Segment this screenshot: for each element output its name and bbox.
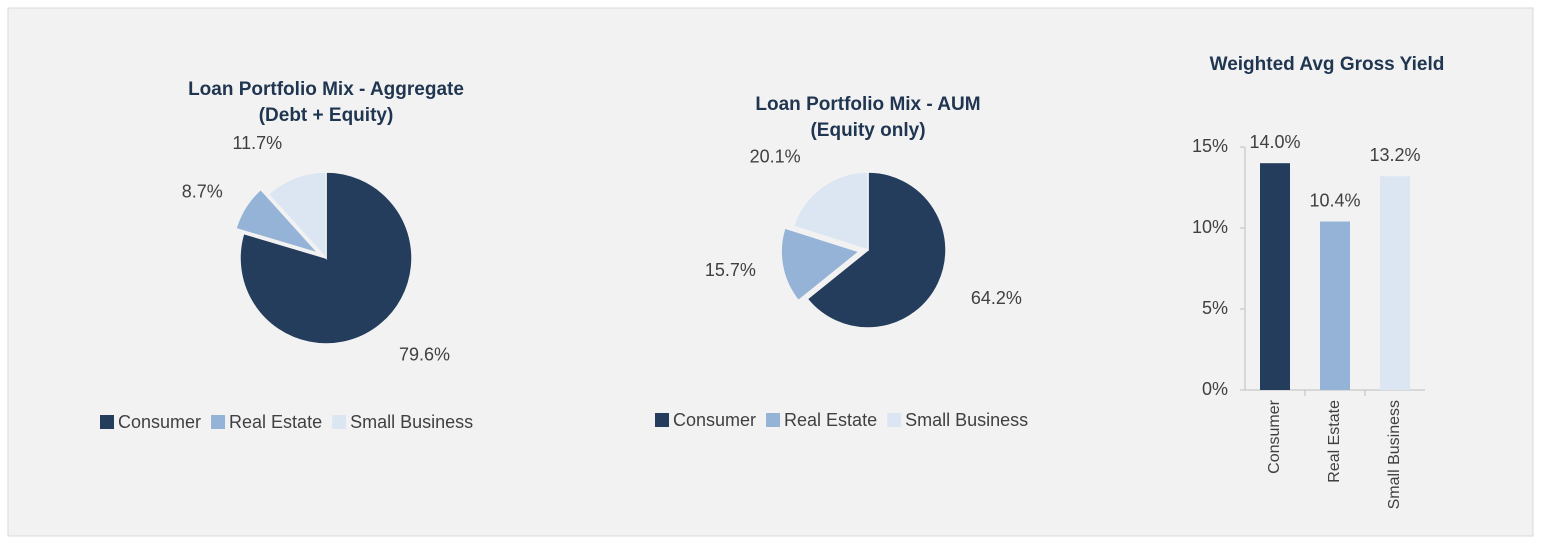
data-label: 15.7% — [705, 260, 756, 280]
legend-swatch — [766, 413, 781, 427]
pie-slice — [806, 171, 947, 329]
legend-swatch — [887, 413, 902, 427]
data-label: 14.0% — [1249, 132, 1300, 152]
legend-swatch — [332, 415, 347, 429]
pie-slice — [235, 188, 321, 255]
data-label: 13.2% — [1369, 145, 1420, 165]
y-tick-label: 5% — [1202, 298, 1228, 318]
data-label: 11.7% — [232, 133, 282, 153]
chart-title: Weighted Avg Gross Yield — [1210, 54, 1445, 75]
pie-slice — [792, 171, 869, 252]
pie-slice — [267, 171, 327, 260]
x-tick-label: Small Business — [1386, 400, 1403, 509]
legend-label: Real Estate — [784, 410, 877, 430]
y-tick-label: 10% — [1192, 217, 1228, 237]
bar — [1320, 221, 1350, 390]
legend-label: Consumer — [673, 410, 756, 430]
pie-slice — [780, 227, 861, 302]
data-label: 8.7% — [182, 182, 223, 202]
legend-label: Small Business — [350, 412, 473, 432]
y-tick-label: 0% — [1202, 379, 1228, 399]
data-label: 20.1% — [750, 147, 801, 167]
chart-title: (Equity only) — [810, 120, 925, 141]
legend-label: Consumer — [118, 412, 201, 432]
chart-title: (Debt + Equity) — [259, 105, 394, 126]
bar — [1380, 176, 1410, 390]
bar — [1260, 163, 1290, 390]
x-tick-label: Real Estate — [1326, 400, 1343, 483]
chart-title: Loan Portfolio Mix - Aggregate — [188, 79, 464, 100]
legend-swatch — [655, 413, 669, 427]
legend-swatch — [211, 415, 226, 429]
legend-label: Small Business — [905, 410, 1028, 430]
data-label: 64.2% — [971, 288, 1022, 308]
legend-label: Real Estate — [229, 412, 322, 432]
legend-swatch — [100, 415, 114, 429]
y-tick-label: 15% — [1192, 136, 1228, 156]
x-tick-label: Consumer — [1266, 399, 1283, 473]
data-label: 79.6% — [399, 345, 450, 365]
data-label: 10.4% — [1309, 190, 1360, 210]
chart-title: Loan Portfolio Mix - AUM — [755, 94, 980, 115]
